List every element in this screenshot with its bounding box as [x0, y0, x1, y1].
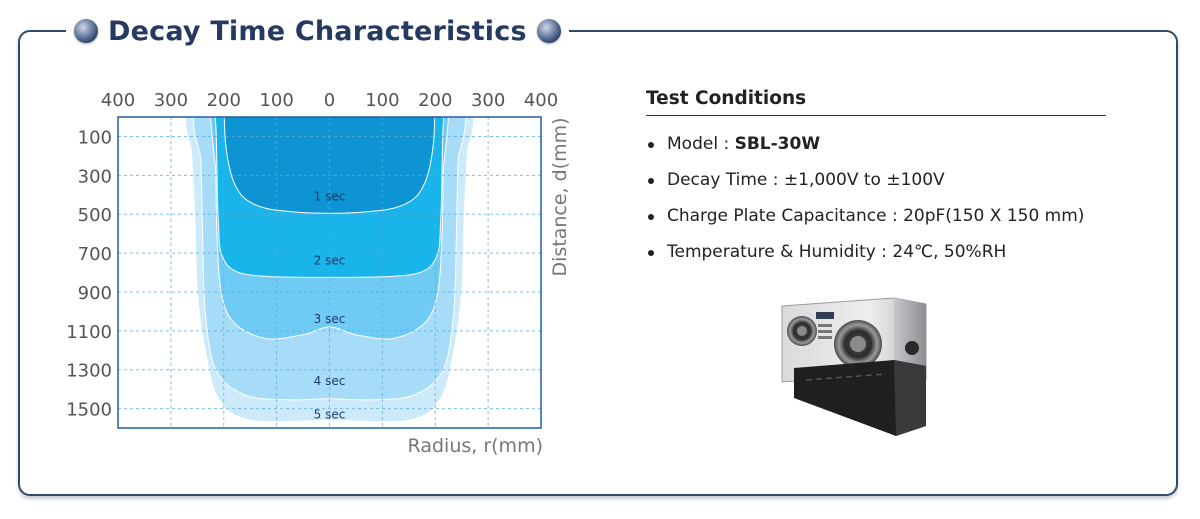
y-tick-label: 1100	[66, 322, 112, 343]
y-tick-labels: 100 300 500 700 900 1100 1300 1500	[66, 127, 112, 420]
x-tick-label: 300	[154, 90, 188, 111]
ionizer-device-icon	[781, 297, 927, 436]
decay-chart: 1 sec 2 sec 3 sec 4 sec 5 sec 400 300 200 100 0 1…	[66, 90, 571, 457]
condition-label: Decay Time :	[667, 170, 784, 190]
plot-border	[117, 116, 542, 429]
x-tick-label: 300	[471, 90, 505, 111]
test-conditions: Test Conditions Model : SBL-30W Decay Ti…	[646, 88, 1106, 270]
x-tick-label: 200	[418, 90, 452, 111]
y-tick-label: 100	[78, 127, 112, 148]
x-tick-label: 400	[524, 90, 558, 111]
x-tick-label: 100	[365, 90, 399, 111]
y-tick-label: 300	[78, 166, 112, 187]
contour-label: 3 sec	[314, 312, 346, 326]
page-title: Decay Time Characteristics	[108, 15, 527, 47]
condition-temperature-humidity: Temperature & Humidity : 24℃, 50%RH	[646, 234, 1106, 270]
grid-layer	[118, 117, 541, 428]
test-conditions-list: Model : SBL-30W Decay Time : ±1,000V to …	[646, 126, 1106, 270]
condition-label: Charge Plate Capacitance :	[667, 206, 904, 226]
x-tick-label: 100	[259, 90, 293, 111]
condition-label: Model :	[667, 134, 735, 154]
y-axis-label: Distance, d(mm)	[549, 117, 571, 276]
condition-value: 24℃, 50%RH	[892, 242, 1007, 262]
x-tick-label: 200	[207, 90, 241, 111]
condition-value: SBL-30W	[734, 134, 821, 154]
contour-label: 5 sec	[314, 407, 346, 421]
condition-label: Temperature & Humidity :	[667, 242, 893, 262]
condition-capacitance: Charge Plate Capacitance : 20pF(150 X 15…	[646, 198, 1106, 234]
test-conditions-heading: Test Conditions	[646, 88, 1106, 116]
contour-label: 2 sec	[314, 254, 346, 268]
x-tick-labels: 400 300 200 100 0 100 200 300 400	[101, 90, 558, 111]
annotation-layer: 1 sec 2 sec 3 sec 4 sec 5 sec	[314, 190, 346, 422]
contour-label: 1 sec	[314, 190, 346, 204]
title-bullet-left-icon	[74, 19, 98, 43]
x-tick-label: 0	[324, 90, 335, 111]
condition-value: ±1,000V to ±100V	[783, 170, 945, 190]
x-axis-label: Radius, r(mm)	[408, 435, 543, 457]
condition-value: 20pF(150 X 150 mm)	[903, 206, 1085, 226]
condition-model: Model : SBL-30W	[646, 126, 1106, 162]
condition-decay-time: Decay Time : ±1,000V to ±100V	[646, 162, 1106, 198]
y-tick-label: 1500	[66, 400, 112, 421]
y-tick-label: 500	[78, 205, 112, 226]
contour-label: 4 sec	[314, 374, 346, 388]
title-block: Decay Time Characteristics	[66, 11, 569, 51]
y-tick-label: 900	[78, 283, 112, 304]
title-bullet-right-icon	[536, 19, 561, 43]
y-tick-label: 1300	[66, 361, 112, 382]
y-tick-label: 700	[78, 244, 112, 265]
x-tick-label: 400	[101, 90, 135, 111]
